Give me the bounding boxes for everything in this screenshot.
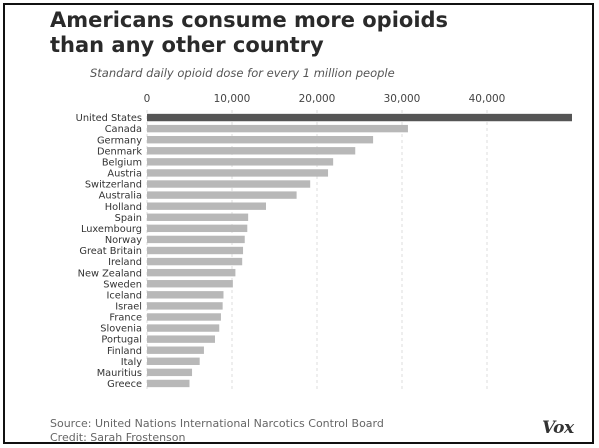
- bar-chart: 0 10,000 20,000 30,000 40,000 United StatesCa…: [76, 93, 572, 390]
- category-label: New Zealand: [78, 268, 142, 279]
- bar: [147, 379, 190, 388]
- title-line-2: than any other country: [50, 33, 324, 57]
- bar: [147, 191, 297, 199]
- category-label: Italy: [121, 357, 142, 368]
- chart-subtitle: Standard daily opioid dose for every 1 m…: [90, 66, 395, 80]
- bar: [147, 246, 244, 255]
- bar: [147, 280, 233, 288]
- bar: [147, 224, 248, 233]
- category-label: Belgium: [102, 157, 142, 168]
- bar: [147, 124, 408, 133]
- bar: [147, 346, 204, 354]
- chart-frame: [3, 3, 594, 444]
- bar: [147, 136, 374, 144]
- x-tick-label: 40,000: [469, 93, 506, 105]
- category-label: Mauritius: [97, 368, 142, 379]
- category-label: Iceland: [107, 290, 142, 301]
- category-label: Spain: [115, 213, 142, 224]
- category-label: Germany: [97, 135, 142, 146]
- bar: [147, 291, 224, 299]
- category-label: Holland: [105, 202, 142, 213]
- category-label: France: [109, 313, 142, 324]
- bar: [147, 268, 236, 277]
- bar: [147, 147, 356, 155]
- category-label: Finland: [107, 346, 142, 357]
- bar: [147, 302, 223, 310]
- bar: [147, 169, 329, 177]
- x-tick-label: 20,000: [299, 93, 336, 105]
- credit-note: Credit: Sarah Frostenson: [50, 431, 186, 444]
- bar: [147, 158, 334, 166]
- source-note: Source: United Nations International Nar…: [50, 417, 384, 430]
- category-label: United States: [76, 113, 142, 124]
- category-label: Luxembourg: [81, 224, 142, 235]
- bar: [147, 335, 215, 343]
- bar: [147, 357, 200, 365]
- chart-title: Americans consume more opioids than any …: [50, 8, 570, 58]
- bar: [147, 235, 245, 244]
- bar: [147, 213, 249, 221]
- category-label: Austria: [107, 169, 142, 180]
- category-label: Portugal: [101, 335, 142, 346]
- category-label: Greece: [107, 379, 142, 390]
- category-label: Great Britain: [79, 246, 142, 257]
- category-label: Ireland: [108, 257, 142, 268]
- category-label: Israel: [115, 302, 142, 313]
- bar: [147, 324, 220, 332]
- vox-logo: Vox: [542, 418, 574, 438]
- bar: [147, 113, 572, 122]
- category-label: Canada: [105, 124, 142, 135]
- x-tick-label: 10,000: [214, 93, 251, 105]
- x-tick-label: 0: [144, 93, 151, 105]
- category-label: Sweden: [103, 279, 142, 290]
- bar: [147, 368, 193, 377]
- bar: [147, 180, 311, 188]
- category-label: Australia: [99, 191, 142, 202]
- category-label: Norway: [105, 235, 142, 246]
- bar: [147, 202, 266, 210]
- title-line-1: Americans consume more opioids: [50, 8, 449, 32]
- category-label: Slovenia: [100, 324, 142, 335]
- category-label: Switzerland: [85, 180, 142, 191]
- bar: [147, 313, 221, 321]
- bar: [147, 257, 243, 266]
- category-label: Denmark: [97, 146, 142, 157]
- x-tick-label: 30,000: [384, 93, 421, 105]
